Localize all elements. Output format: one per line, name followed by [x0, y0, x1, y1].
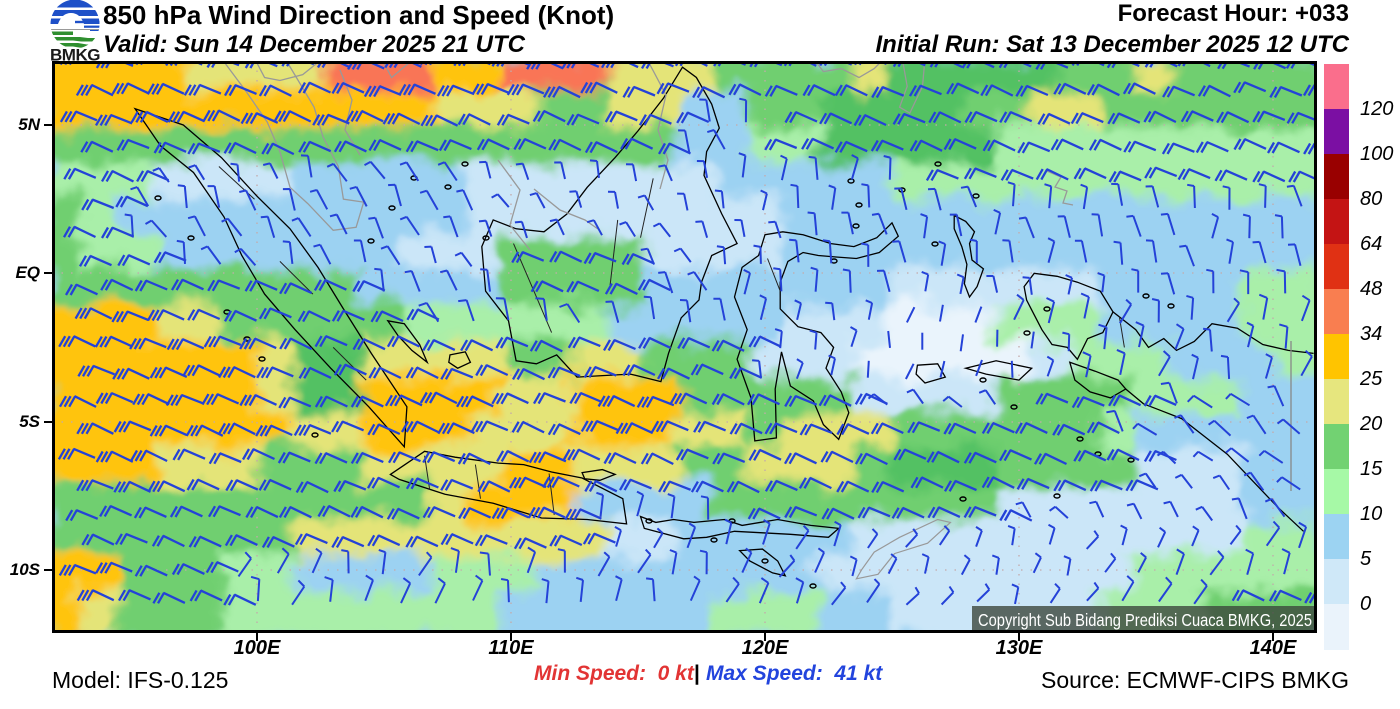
svg-text:Copyright Sub Bidang Prediksi: Copyright Sub Bidang Prediksi Cuaca BMKG… [978, 610, 1312, 630]
svg-text:BMKG: BMKG [50, 46, 100, 63]
